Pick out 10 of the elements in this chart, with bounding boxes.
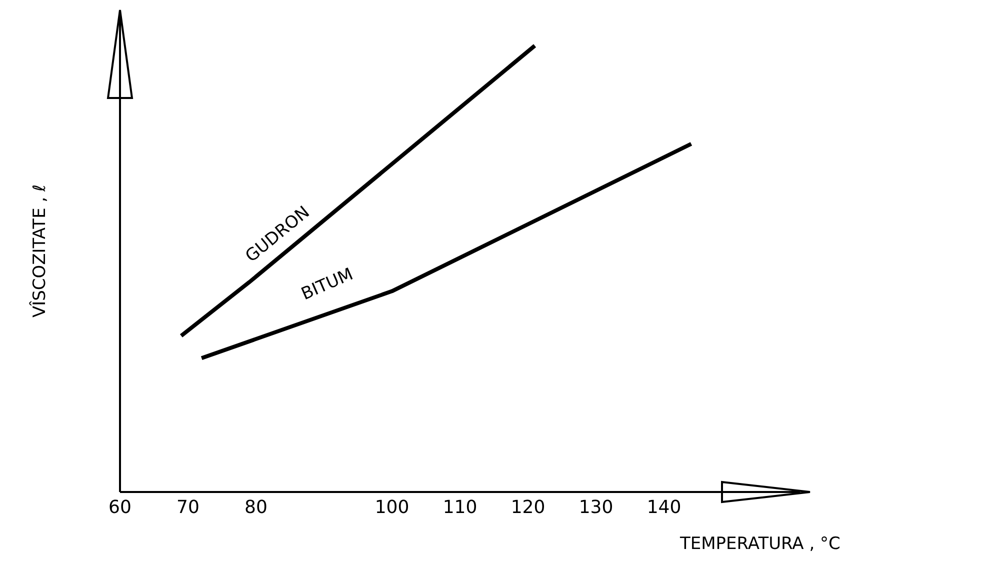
x-tick-label: 100 <box>374 496 410 518</box>
x-tick-label: 110 <box>442 496 478 518</box>
x-tick-label: 120 <box>510 496 546 518</box>
y-axis-title: VÎSCOZITATE , ℓ <box>30 184 50 318</box>
x-tick-label: 60 <box>108 496 132 518</box>
x-tick-label: 70 <box>176 496 200 518</box>
x-axis-title: TEMPERATURA , °C <box>680 534 840 554</box>
x-tick-label: 130 <box>578 496 614 518</box>
x-tick-label: 80 <box>244 496 268 518</box>
x-tick-label: 140 <box>646 496 682 518</box>
